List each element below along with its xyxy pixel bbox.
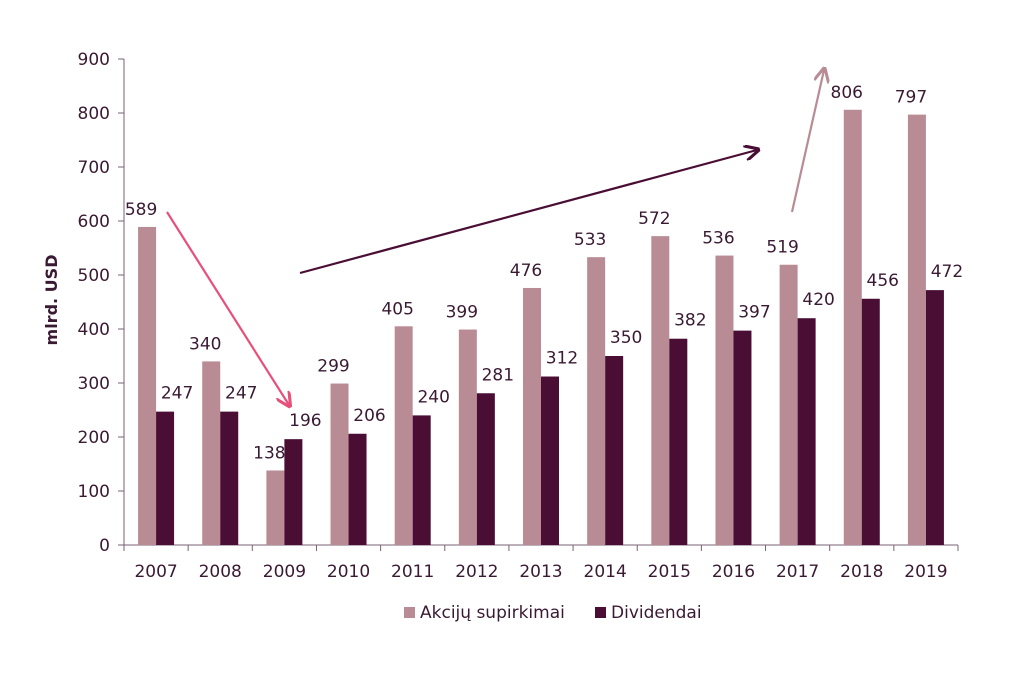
data-label-dividends: 382 <box>674 311 706 331</box>
y-tick-label: 200 <box>78 428 110 448</box>
data-labels: 589 340 138 299 405 399 476 533 572 536 519 806 797 2… <box>125 83 963 464</box>
bar-buybacks <box>587 257 606 545</box>
data-label-buybacks: 476 <box>510 261 542 281</box>
data-label-dividends: 350 <box>610 328 642 348</box>
bar-dividends <box>541 376 559 545</box>
data-label-dividends: 472 <box>931 262 963 282</box>
data-label-dividends: 247 <box>225 384 257 404</box>
data-label-dividends: 397 <box>738 303 770 323</box>
data-label-dividends: 420 <box>802 290 834 310</box>
legend-swatch-dividends <box>595 607 606 618</box>
y-axis: 0 100 200 300 400 500 600 700 800 900 <box>78 50 125 556</box>
x-tick-label: 2016 <box>712 562 755 582</box>
decline-arrow <box>166 211 289 405</box>
bar-dividends <box>861 298 880 545</box>
trend-arrows <box>166 70 824 405</box>
bar-dividends <box>605 356 624 545</box>
bar-dividends <box>412 415 431 545</box>
bar-buybacks <box>715 255 734 545</box>
data-label-buybacks: 299 <box>317 357 349 377</box>
legend-label-buybacks: Akcijų supirkimai <box>420 603 565 623</box>
bar-buybacks <box>458 329 477 545</box>
y-tick-label: 600 <box>78 212 110 232</box>
legend-label-dividends: Dividendai <box>611 603 702 623</box>
data-label-dividends: 281 <box>482 365 514 385</box>
legend-swatch-buybacks <box>404 607 415 618</box>
bar-dividends <box>156 411 175 545</box>
data-label-buybacks: 589 <box>125 200 157 220</box>
data-label-buybacks: 806 <box>831 83 863 103</box>
data-label-buybacks: 797 <box>895 88 927 108</box>
data-label-dividends: 196 <box>289 411 321 431</box>
data-label-dividends: 456 <box>867 271 899 291</box>
x-tick-label: 2009 <box>263 562 306 582</box>
y-tick-label: 300 <box>78 374 110 394</box>
bar-buybacks <box>779 264 798 545</box>
data-label-buybacks: 533 <box>574 230 606 250</box>
y-tick-label: 900 <box>78 50 110 70</box>
bar-buybacks <box>523 287 541 545</box>
bar-dividends <box>348 433 367 545</box>
data-label-buybacks: 519 <box>766 238 798 258</box>
x-tick-label: 2008 <box>199 562 242 582</box>
data-label-buybacks: 340 <box>189 334 221 354</box>
x-tick-label: 2017 <box>776 562 819 582</box>
data-label-buybacks: 536 <box>702 229 734 249</box>
bar-dividends <box>284 439 303 545</box>
x-tick-label: 2014 <box>584 562 627 582</box>
y-tick-label: 100 <box>78 482 110 502</box>
bar-dividends <box>797 318 816 545</box>
x-tick-label: 2018 <box>840 562 883 582</box>
bar-dividends <box>669 338 688 545</box>
data-label-buybacks: 138 <box>253 443 285 463</box>
data-label-dividends: 312 <box>546 349 578 369</box>
bar-buybacks <box>138 226 157 545</box>
data-label-dividends: 206 <box>353 406 385 426</box>
legend: Akcijų supirkimai Dividendai <box>404 603 702 623</box>
bar-buybacks <box>843 109 862 545</box>
data-label-dividends: 240 <box>417 387 449 407</box>
bar-dividends <box>476 393 495 545</box>
data-label-buybacks: 405 <box>381 299 413 319</box>
bar-buybacks <box>907 114 926 546</box>
jump-arrow <box>790 70 824 213</box>
x-tick-label: 2012 <box>455 562 498 582</box>
growth-arrow <box>299 150 757 275</box>
x-tick-label: 2015 <box>648 562 691 582</box>
x-tick-label: 2013 <box>519 562 562 582</box>
bar-buybacks <box>330 383 349 545</box>
bar-buybacks <box>266 470 285 545</box>
data-label-buybacks: 399 <box>446 303 478 323</box>
x-tick-label: 2019 <box>904 562 947 582</box>
bar-dividends <box>925 290 944 545</box>
bar-buybacks <box>394 326 413 545</box>
x-tick-label: 2010 <box>327 562 370 582</box>
data-label-dividends: 247 <box>161 384 193 404</box>
bar-dividends <box>220 411 239 545</box>
x-tick-label: 2011 <box>391 562 434 582</box>
bar-buybacks <box>202 361 221 545</box>
bar-buybacks <box>651 236 670 545</box>
y-tick-label: 0 <box>99 536 110 556</box>
data-label-buybacks: 572 <box>638 209 670 229</box>
y-axis-title: mlrd. USD <box>42 255 61 346</box>
x-tick-label: 2007 <box>134 562 177 582</box>
y-tick-label: 500 <box>78 266 110 286</box>
bar-dividends <box>733 330 752 545</box>
y-tick-label: 700 <box>78 158 110 178</box>
x-axis: 2007 2008 2009 2010 2011 2012 2013 2014 2015 2016… <box>123 544 959 582</box>
y-tick-label: 400 <box>78 320 110 340</box>
y-tick-label: 800 <box>78 104 110 124</box>
bars <box>138 109 944 546</box>
